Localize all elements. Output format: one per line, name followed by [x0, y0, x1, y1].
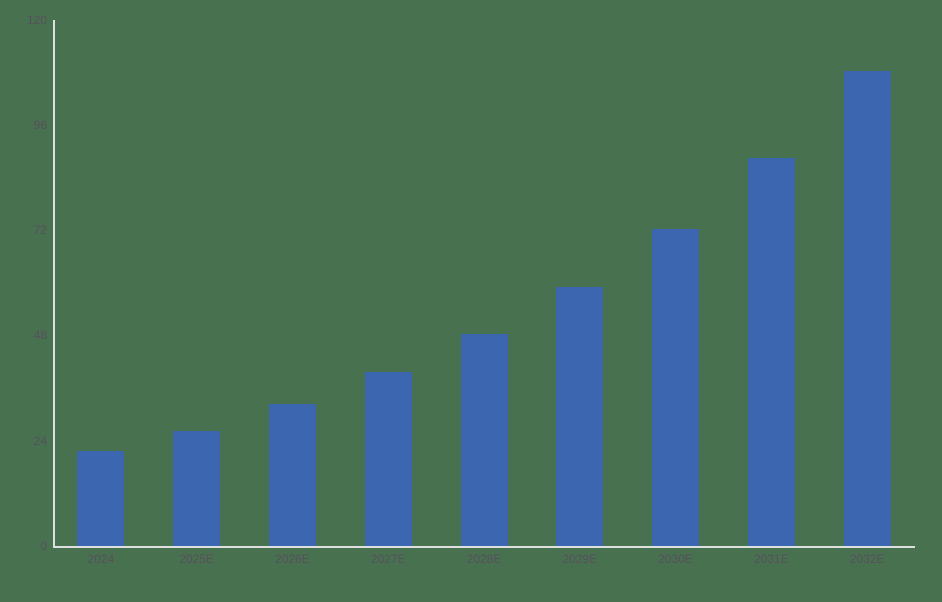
x-tick-label-2027E: 2027E [370, 552, 406, 566]
x-axis-line [53, 546, 915, 548]
x-tick-label-2030E: 2030E [658, 552, 693, 566]
bar-2031E [747, 158, 795, 546]
y-tick-label-48: 48 [33, 328, 47, 343]
x-tick-label-2031E: 2031E [753, 552, 789, 566]
x-tick-label-2032E: 2032E [849, 552, 885, 566]
x-tick-label-2026E: 2026E [275, 552, 310, 566]
bar-2028E [460, 333, 508, 546]
y-tick-label-0: 0 [40, 539, 47, 553]
x-tick-label-2029E: 2029E [562, 552, 598, 566]
y-tick-label-96: 96 [33, 117, 47, 132]
bar-2024 [77, 451, 125, 546]
y-tick-label-24: 24 [33, 433, 47, 448]
x-tick-label-2028E: 2028E [466, 552, 502, 566]
bar-2032E [843, 71, 891, 546]
bar-2030E [652, 229, 700, 546]
bar-2025E [173, 430, 221, 546]
bar-2029E [556, 286, 604, 546]
x-tick-label-2025E: 2025E [179, 552, 215, 566]
bar-2026E [268, 404, 316, 546]
y-tick-label-72: 72 [33, 223, 47, 238]
x-tick-label-2024: 2024 [87, 552, 115, 566]
y-tick-label-120: 120 [26, 12, 47, 27]
y-axis-line [53, 20, 55, 548]
bar-2027E [364, 372, 412, 546]
